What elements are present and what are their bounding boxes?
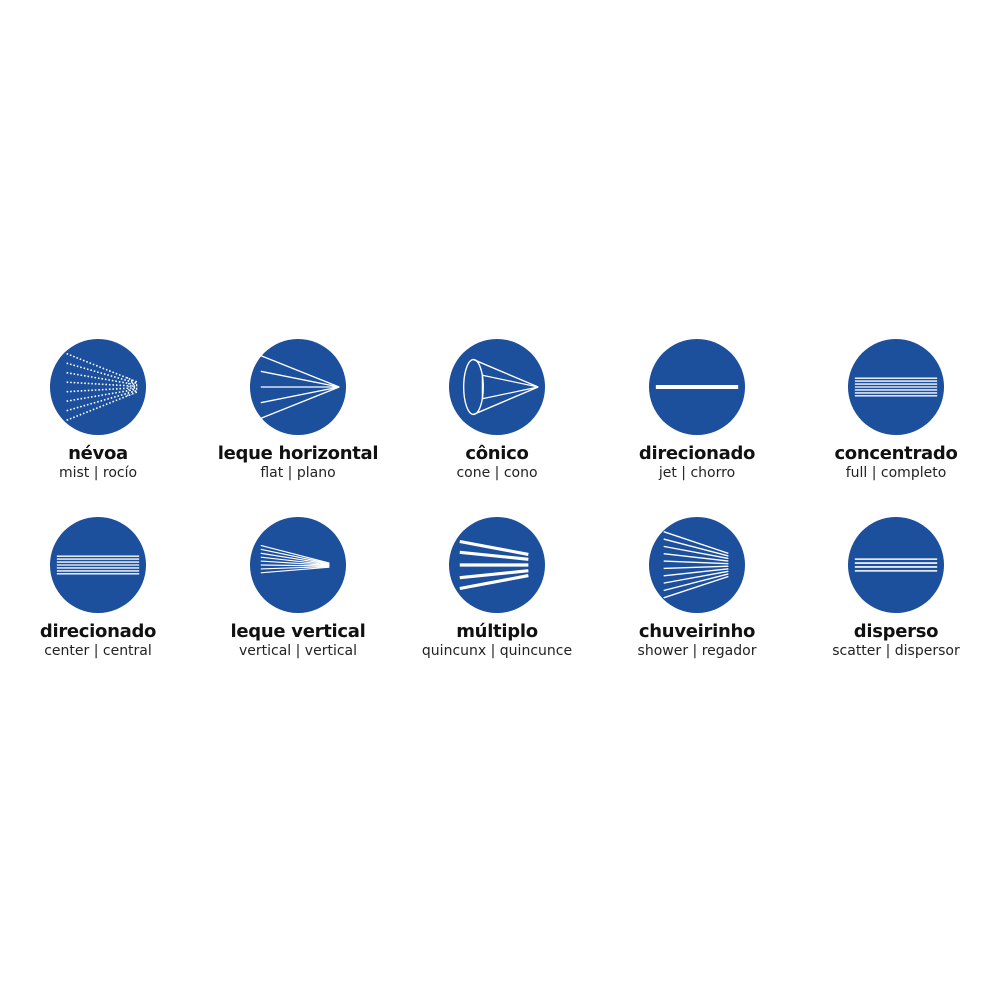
icon-stroke	[66, 389, 138, 412]
icon-stroke	[260, 564, 330, 567]
pattern-subtitle: full | completo	[845, 465, 947, 481]
pattern-subtitle: vertical | vertical	[238, 643, 357, 659]
scatter-icon	[847, 516, 945, 614]
icon-stroke	[260, 386, 340, 404]
icon-stroke	[459, 574, 529, 591]
pattern-subtitle: cone | cono	[456, 465, 538, 481]
icon-stroke	[66, 388, 138, 402]
icon-stroke	[473, 386, 539, 416]
spray-pattern-item: concentrado full | completo	[796, 338, 996, 482]
pattern-subtitle: quincunx | quincunce	[421, 643, 573, 659]
spray-pattern-item: cônico cone | cono	[397, 338, 597, 482]
mist-icon	[49, 338, 147, 436]
jet-icon	[648, 338, 746, 436]
icon-stroke	[663, 568, 729, 577]
icon-stroke	[459, 539, 529, 556]
pattern-title: cônico	[465, 443, 529, 464]
spray-pattern-item: direcionado center | central	[0, 516, 198, 660]
icon-stroke	[663, 565, 729, 570]
pattern-title: múltiplo	[456, 621, 538, 642]
shower-icon	[648, 516, 746, 614]
pattern-title: chuveirinho	[638, 621, 756, 642]
icon-stroke	[663, 560, 729, 565]
icon-stroke	[663, 570, 729, 584]
icon-stroke	[663, 573, 729, 592]
pattern-title: leque vertical	[230, 621, 366, 642]
icon-stroke	[66, 371, 138, 386]
pattern-title: leque horizontal	[217, 443, 379, 464]
icon-stroke	[260, 552, 330, 565]
pattern-title: direcionado	[638, 443, 756, 464]
pattern-title: concentrado	[834, 443, 958, 464]
pattern-subtitle: jet | chorro	[658, 465, 736, 481]
quincunx-icon	[448, 516, 546, 614]
icon-circle	[648, 516, 746, 614]
pattern-title: névoa	[68, 443, 128, 464]
spray-pattern-item: leque vertical vertical | vertical	[198, 516, 398, 660]
icon-stroke	[663, 545, 729, 560]
icon-stroke	[260, 556, 330, 566]
center-icon	[49, 516, 147, 614]
icon-stroke	[260, 560, 330, 566]
pattern-subtitle: shower | regador	[637, 643, 757, 659]
icon-stroke	[260, 370, 340, 388]
icon-stroke	[482, 386, 539, 400]
icon-stroke	[66, 381, 138, 388]
icon-stroke	[260, 386, 340, 419]
icon-stroke	[663, 531, 729, 554]
spray-pattern-item: névoa mist | rocío	[0, 338, 198, 482]
icon-stroke	[473, 358, 539, 388]
spray-pattern-item: múltiplo quincunx | quincunce	[397, 516, 597, 660]
icon-stroke	[66, 362, 138, 385]
flat-fan-icon	[249, 338, 347, 436]
spray-pattern-item: disperso scatter | dispersor	[796, 516, 996, 660]
icon-circle	[49, 338, 147, 436]
pattern-title: disperso	[853, 621, 939, 642]
icon-stroke	[663, 575, 729, 599]
icon-stroke	[482, 374, 539, 388]
full-icon	[847, 338, 945, 436]
icon-stroke	[663, 538, 729, 557]
icon-stroke	[260, 544, 330, 564]
icon-stroke	[663, 553, 729, 562]
icon-circle	[448, 338, 546, 436]
spray-pattern-item: leque horizontal flat | plano	[198, 338, 398, 482]
icon-stroke	[459, 569, 529, 580]
icon-stroke	[260, 565, 330, 570]
icon-stroke	[260, 355, 340, 388]
icon-stroke	[260, 548, 330, 565]
pattern-subtitle: scatter | dispersor	[832, 643, 960, 659]
icon-stroke	[66, 386, 138, 393]
pattern-subtitle: flat | plano	[260, 465, 336, 481]
pattern-subtitle: center | central	[44, 643, 152, 659]
icon-stroke	[459, 550, 529, 561]
pattern-subtitle: mist | rocío	[58, 465, 138, 481]
cone-icon	[448, 338, 546, 436]
spray-pattern-item: chuveirinho shower | regador	[597, 516, 797, 660]
pattern-title: direcionado	[39, 621, 157, 642]
icon-circle	[847, 516, 945, 614]
icon-stroke	[260, 566, 330, 574]
vertical-fan-icon	[249, 516, 347, 614]
spray-pattern-item: direcionado jet | chorro	[597, 338, 797, 482]
